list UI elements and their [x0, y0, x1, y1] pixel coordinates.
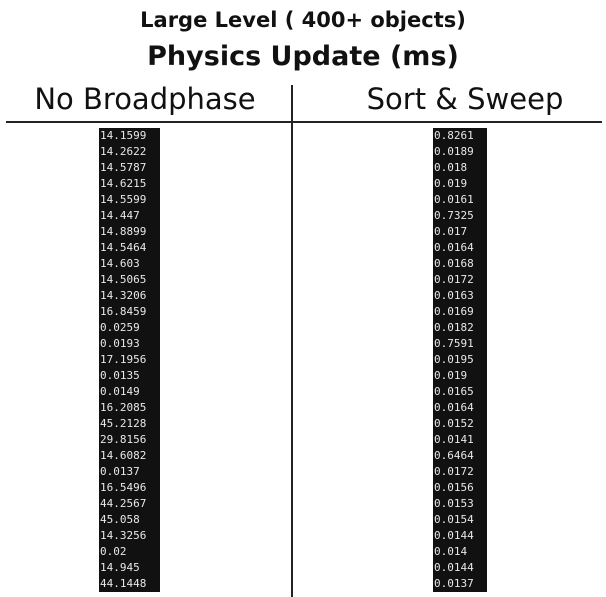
cell: 0.018: [434, 161, 468, 174]
cell: 0.0259: [100, 321, 140, 334]
cell: 14.3206: [100, 289, 147, 302]
cell: 0.0161: [434, 193, 474, 206]
cell: 44.2567: [100, 497, 147, 510]
cell: 0.0156: [434, 481, 474, 494]
cell: 14.945: [100, 561, 140, 574]
cell: 45.2128: [100, 417, 147, 430]
cell: 0.0164: [434, 401, 474, 414]
cell: 16.8459: [100, 305, 147, 318]
cell: 0.02: [100, 545, 127, 558]
cell: 14.5065: [100, 273, 147, 286]
title: Large Level ( 400+ objects): [140, 8, 466, 32]
subtitle: Physics Update (ms): [147, 41, 459, 72]
cell: 14.5787: [100, 161, 147, 174]
cell: 14.8899: [100, 225, 147, 238]
cell: 14.6082: [100, 449, 147, 462]
column-values: 14.1599 14.2622 14.5787 14.6215 14.5599 14.44…: [99, 128, 160, 592]
cell: 0.0193: [100, 337, 140, 350]
cell: 0.0135: [100, 369, 140, 382]
cell: 14.2622: [100, 145, 147, 158]
cell: 0.0169: [434, 305, 474, 318]
cell: 0.019: [434, 369, 468, 382]
cell: 14.5599: [100, 193, 147, 206]
cell: 44.1448: [100, 577, 147, 590]
cell: 0.6464: [434, 449, 474, 462]
cell: 0.0144: [434, 529, 474, 542]
cell: 0.0182: [434, 321, 474, 334]
cell: 14.447: [100, 209, 140, 222]
cell: 0.0144: [434, 561, 474, 574]
cell: 0.0172: [434, 465, 474, 478]
cell: 16.2085: [100, 401, 147, 414]
cell: 14.6215: [100, 177, 147, 190]
cell: 0.017: [434, 225, 468, 238]
cell: 16.5496: [100, 481, 147, 494]
cell: 0.0152: [434, 417, 474, 430]
cell: 0.7591: [434, 337, 474, 350]
column-header: Sort & Sweep: [366, 82, 564, 116]
cell: 0.8261: [434, 129, 474, 142]
cell: 14.5464: [100, 241, 147, 254]
cell: 0.0154: [434, 513, 474, 526]
cell: 0.0149: [100, 385, 140, 398]
cell: 14.1599: [100, 129, 147, 142]
cell: 0.0141: [434, 433, 474, 446]
cell: 0.0189: [434, 145, 474, 158]
cell: 29.8156: [100, 433, 147, 446]
cell: 0.0163: [434, 289, 474, 302]
cell: 0.0164: [434, 241, 474, 254]
cell: 0.7325: [434, 209, 474, 222]
cell: 0.0137: [434, 577, 474, 590]
cell: 0.0165: [434, 385, 474, 398]
column-values: 0.8261 0.0189 0.018 0.019 0.0161 0.7325 0.017 0…: [433, 128, 487, 592]
divider: [291, 85, 293, 597]
cell: 0.0195: [434, 353, 474, 366]
cell: 14.603: [100, 257, 140, 270]
cell: 0.014: [434, 545, 468, 558]
cell: 0.0172: [434, 273, 474, 286]
cell: 0.0137: [100, 465, 140, 478]
cell: 45.058: [100, 513, 140, 526]
column-header: No Broadphase: [34, 82, 256, 116]
cell: 0.0168: [434, 257, 474, 270]
cell: 14.3256: [100, 529, 147, 542]
divider: [6, 121, 602, 123]
cell: 17.1956: [100, 353, 147, 366]
cell: 0.0153: [434, 497, 474, 510]
cell: 0.019: [434, 177, 468, 190]
